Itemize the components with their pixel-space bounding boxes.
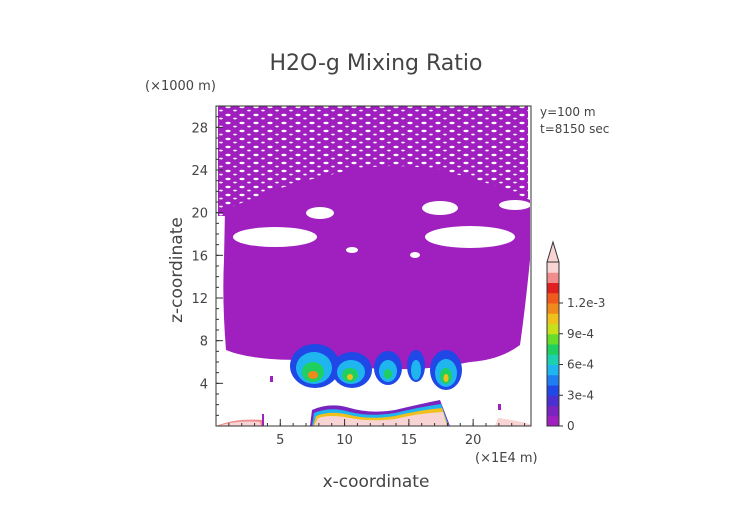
y-tick-label: 24 [191, 164, 208, 179]
y-tick-label: 20 [191, 207, 208, 222]
y-tick-label: 12 [191, 292, 208, 307]
colorbar-swatch [547, 415, 559, 427]
x-tick-label: 20 [465, 433, 482, 448]
annotation-y: y=100 m [540, 105, 596, 119]
colorbar-label: 1.2e-3 [567, 296, 605, 310]
annotation-t: t=8150 sec [540, 122, 609, 136]
surface-layer [216, 376, 530, 426]
y-tick-label: 28 [191, 121, 208, 136]
y-unit-label: (×1000 m) [145, 79, 216, 94]
heatmap-field [216, 106, 531, 426]
colorbar-label: 3e-4 [567, 388, 594, 402]
colorbar-swatch [547, 292, 559, 304]
colorbar-swatch [547, 333, 559, 345]
y-tick-label: 4 [200, 377, 208, 392]
colorbar-swatch [547, 313, 559, 324]
colorbar-swatch [547, 354, 559, 365]
colorbar-swatch [547, 282, 559, 294]
colorbar-swatch [547, 364, 559, 376]
moist-cores [290, 344, 462, 390]
colorbar-swatch [547, 405, 559, 417]
x-tick-label: 15 [401, 433, 418, 448]
colorbar-label: 0 [567, 419, 575, 433]
x-tick-label: 5 [276, 433, 284, 448]
colorbar-swatch [547, 374, 559, 386]
colorbar-swatch [547, 303, 559, 314]
colorbar-extend-arrow [546, 240, 560, 263]
chart-title: H2O-g Mixing Ratio [270, 51, 483, 76]
colorbar-swatch [547, 323, 559, 335]
purple-cloud-region [223, 166, 531, 370]
colorbar-swatch [547, 272, 559, 283]
colorbar-swatch [547, 344, 559, 355]
colorbar-swatch [547, 395, 559, 406]
y-tick-label: 8 [200, 335, 208, 350]
colorbar-swatch [547, 385, 559, 396]
axes: 5 10 15 20 4 8 12 16 20 24 28 [191, 116, 526, 448]
x-axis-label: x-coordinate [323, 472, 430, 492]
y-axis-label: z-coordinate [167, 217, 187, 323]
y-tick-label: 16 [191, 249, 208, 264]
colorbar-swatch [547, 262, 559, 273]
x-tick-label: 10 [336, 433, 353, 448]
colorbar-label: 6e-4 [567, 358, 594, 372]
colorbar-label: 9e-4 [567, 327, 594, 341]
colorbar: 0 3e-4 6e-4 9e-4 1.2e-3 [546, 240, 605, 433]
x-unit-label: (×1E4 m) [475, 451, 538, 466]
